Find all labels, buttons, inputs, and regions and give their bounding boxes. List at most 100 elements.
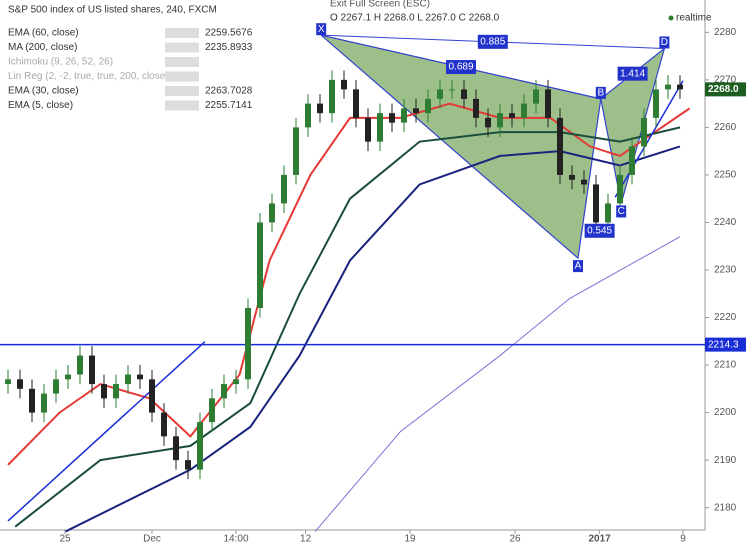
candle-body xyxy=(317,103,323,114)
candle-body xyxy=(341,79,347,90)
candle-body xyxy=(137,374,143,380)
candle-body xyxy=(173,436,179,461)
pattern-point-label: D xyxy=(661,37,668,48)
x-tick-label: 26 xyxy=(509,534,521,545)
ratio-box xyxy=(446,60,476,75)
candle-body xyxy=(53,379,59,394)
y-tick-label: 2210 xyxy=(714,360,737,371)
candle-body xyxy=(485,117,491,128)
indicator-icons xyxy=(165,100,199,111)
candle-body xyxy=(665,84,671,90)
y-tick-label: 2220 xyxy=(714,312,737,323)
indicator-icons xyxy=(165,86,199,96)
indicator-name: EMA (30, close) xyxy=(8,86,79,97)
ma-line xyxy=(14,126,681,528)
candle-body xyxy=(305,103,311,128)
last-price-label: 2268.0 xyxy=(708,84,739,95)
candle-body xyxy=(41,393,47,413)
candle-body xyxy=(509,113,515,118)
candle-body xyxy=(65,374,71,380)
x-tick-label: 2017 xyxy=(588,534,611,545)
pattern-point-box xyxy=(595,86,606,99)
candle-body xyxy=(389,113,395,123)
price-tag xyxy=(705,82,746,97)
candle-body xyxy=(653,89,659,118)
candle-body xyxy=(221,384,227,399)
candle-body xyxy=(353,89,359,118)
realtime-label: realtime xyxy=(676,13,712,24)
indicator-value: 2263.7028 xyxy=(205,86,253,97)
candle-body xyxy=(401,108,407,123)
candle-body xyxy=(461,89,467,99)
y-tick-label: 2250 xyxy=(714,170,737,181)
ratio-label: 0.885 xyxy=(480,36,505,47)
ratio-box xyxy=(617,66,648,81)
candle-body xyxy=(629,146,635,175)
candle-body xyxy=(149,379,155,413)
y-tick-label: 2260 xyxy=(714,122,737,133)
pattern-point-label: X xyxy=(318,24,325,35)
pattern-point-box xyxy=(573,260,583,273)
candle-body xyxy=(425,98,431,114)
pattern-point-label: A xyxy=(575,261,582,272)
candle-body xyxy=(125,374,131,385)
candle-body xyxy=(605,203,611,223)
candle-body xyxy=(569,174,575,180)
candle-body xyxy=(545,89,551,118)
candle-body xyxy=(449,89,455,91)
price-tag xyxy=(705,337,746,352)
candle-body xyxy=(497,113,503,128)
fullscreen-label: Exit Full Screen (ESC) xyxy=(330,0,430,10)
candle-body xyxy=(17,379,23,389)
ma-line xyxy=(7,102,691,466)
chart-title: S&P 500 index of US listed shares, 240, … xyxy=(8,5,217,16)
pattern-point-box xyxy=(659,36,670,49)
x-tick-label: 9 xyxy=(680,534,686,545)
indicator-icons xyxy=(165,42,199,53)
candle-body xyxy=(581,179,587,185)
candle-body xyxy=(437,89,443,99)
indicator-name: Lin Reg (2, -2, true, true, 200, close) xyxy=(8,71,169,82)
candle-body xyxy=(281,174,287,204)
pattern-point-box xyxy=(616,205,627,218)
y-tick-label: 2280 xyxy=(714,27,737,38)
realtime-dot xyxy=(668,15,674,21)
x-tick-label: 25 xyxy=(59,534,71,545)
candle-body xyxy=(641,117,647,147)
candle-body xyxy=(413,108,419,114)
candle-body xyxy=(245,308,251,380)
candle-body xyxy=(197,422,203,470)
candle-body xyxy=(677,84,683,90)
candle-body xyxy=(5,379,11,385)
ma-line xyxy=(65,145,681,533)
candle-body xyxy=(89,355,95,385)
pattern-point-label: B xyxy=(597,88,604,99)
indicator-name: Ichimoku (9, 26, 52, 26) xyxy=(8,57,113,68)
ma-line xyxy=(314,236,681,532)
trend-line xyxy=(7,341,206,522)
candle-body xyxy=(101,384,107,399)
ratio-box xyxy=(477,34,508,49)
indicator-value: 2259.5676 xyxy=(205,28,253,39)
indicator-value: 2235.8933 xyxy=(205,42,253,53)
candle-body xyxy=(233,379,239,385)
y-tick-label: 2180 xyxy=(714,502,737,513)
candle-body xyxy=(557,117,563,175)
ohlc-label: O 2267.1 H 2268.0 L 2267.0 C 2268.0 xyxy=(330,13,500,24)
candle-body xyxy=(269,203,275,223)
candle-body xyxy=(329,79,335,114)
indicator-name: EMA (60, close) xyxy=(8,28,79,39)
y-tick-label: 2270 xyxy=(714,74,737,85)
candle-body xyxy=(113,384,119,399)
y-tick-label: 2200 xyxy=(714,407,737,418)
indicator-value: 2255.7141 xyxy=(205,100,253,111)
indicator-icons xyxy=(165,28,199,38)
candle-body xyxy=(533,89,539,104)
ratio-label: 0.545 xyxy=(587,225,612,236)
x-tick-label: 14:00 xyxy=(223,534,248,545)
candle-body xyxy=(377,113,383,142)
candle-body xyxy=(293,127,299,175)
indicator-name: EMA (5, close) xyxy=(8,100,73,111)
